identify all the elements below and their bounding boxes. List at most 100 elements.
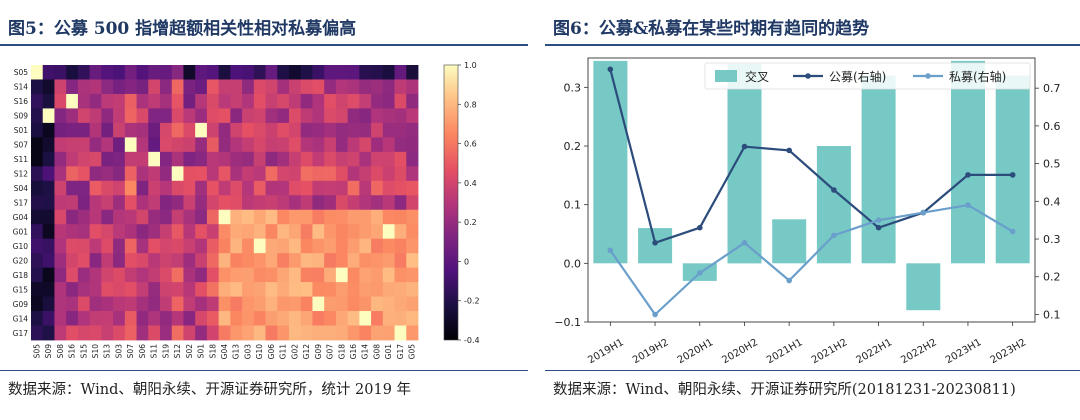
heatmap-cell: [113, 79, 126, 95]
heatmap-cell: [324, 108, 337, 124]
heatmap-cell: [195, 180, 208, 196]
heatmap-cell: [394, 180, 407, 196]
heatmap-cell: [382, 296, 395, 312]
heatmap-cell: [253, 267, 266, 283]
heatmap-col-label: S06: [138, 344, 147, 359]
heatmap-cell: [394, 325, 407, 341]
heatmap-cell: [371, 108, 384, 124]
heatmap-cell: [171, 151, 184, 167]
heatmap-cell: [171, 108, 184, 124]
heatmap-cell: [359, 93, 372, 109]
colorbar-tick-label: -0.4: [464, 336, 480, 345]
heatmap-cell: [66, 108, 79, 124]
heatmap-cell: [394, 79, 407, 95]
heatmap-cell: [171, 65, 184, 80]
heatmap-cell: [66, 122, 79, 138]
heatmap-cell: [148, 296, 161, 312]
heatmap-cell: [31, 209, 44, 225]
heatmap-cell: [124, 238, 137, 254]
heatmap-cell: [300, 296, 313, 312]
heatmap-cell: [171, 166, 184, 182]
heatmap-cell: [218, 65, 231, 80]
heatmap-cell: [136, 325, 149, 341]
heatmap-cell: [136, 224, 149, 240]
legend-label-private: 私募(右轴): [949, 69, 1006, 84]
heatmap-cell: [371, 325, 384, 341]
heatmap-cell: [277, 325, 290, 341]
heatmap-cell: [253, 311, 266, 326]
legend-label-cross: 交叉: [745, 69, 769, 84]
heatmap-cell: [206, 65, 220, 80]
heatmap-cell: [382, 325, 395, 341]
heatmap-cell: [265, 93, 278, 109]
heatmap-col-label: G06: [267, 344, 276, 360]
heatmap-cell: [300, 180, 313, 196]
heatmap-cell: [335, 108, 349, 124]
heatmap-cell: [347, 180, 360, 196]
heatmap-cell: [124, 267, 137, 283]
heatmap-cell: [230, 195, 243, 211]
right-axis-tick-label: 0.1: [1043, 309, 1061, 322]
heatmap-cell: [101, 93, 114, 109]
heatmap-cell: [289, 325, 302, 341]
heatmap-cell: [253, 209, 266, 225]
heatmap-cell: [242, 79, 255, 95]
heatmap-cell: [206, 325, 220, 341]
heatmap-cell: [371, 137, 384, 153]
heatmap-cell: [335, 79, 349, 95]
heatmap-col-label: G07: [326, 344, 335, 360]
heatmap-cell: [77, 253, 91, 269]
heatmap-col-label: G04: [220, 344, 229, 360]
heatmap-cell: [160, 253, 173, 269]
heatmap-cell: [312, 325, 325, 341]
heatmap-cell: [382, 180, 395, 196]
heatmap-cell: [148, 224, 161, 240]
heatmap-cell: [300, 79, 313, 95]
public-fund-point: [652, 240, 658, 246]
heatmap-cell: [289, 267, 302, 283]
heatmap-cell: [406, 180, 419, 196]
heatmap-cell: [113, 238, 126, 254]
heatmap-cell: [160, 122, 173, 138]
heatmap-cell: [218, 195, 231, 211]
left-bottom-rule: [0, 370, 528, 371]
heatmap-cell: [324, 311, 337, 326]
heatmap-cell: [335, 267, 349, 283]
heatmap-cell: [206, 166, 220, 182]
legend-box: [704, 62, 1031, 90]
heatmap-cell: [265, 137, 278, 153]
heatmap-cell: [265, 253, 278, 269]
heatmap-cell: [54, 180, 67, 196]
heatmap-cell: [371, 180, 384, 196]
heatmap-cell: [101, 166, 114, 182]
heatmap-cell: [136, 195, 149, 211]
heatmap-cell: [371, 195, 384, 211]
heatmap-cell: [206, 224, 220, 240]
heatmap-row-label: S09: [14, 112, 29, 121]
heatmap-cell: [277, 93, 290, 109]
heatmap-cell: [42, 253, 55, 269]
heatmap-cell: [42, 65, 55, 80]
heatmap-cell: [148, 122, 161, 138]
public-fund-point: [831, 187, 837, 193]
heatmap-cell: [160, 282, 173, 297]
right-title-rule: [545, 44, 1080, 46]
heatmap-row-label: G01: [13, 227, 29, 236]
heatmap-cell: [312, 209, 325, 225]
heatmap-cell: [89, 166, 102, 182]
heatmap-cell: [160, 180, 173, 196]
heatmap-cell: [382, 195, 395, 211]
cross-bar: [638, 228, 673, 264]
heatmap-cell: [42, 151, 55, 167]
private-fund-point: [697, 270, 703, 276]
heatmap-cell: [382, 209, 395, 225]
right-axis-tick-label: 0.4: [1043, 195, 1061, 208]
heatmap-cell: [312, 166, 325, 182]
heatmap-cell: [101, 65, 114, 80]
heatmap-cell: [277, 209, 290, 225]
heatmap-cell: [171, 209, 184, 225]
left-title-rule: [0, 44, 528, 46]
heatmap-cell: [54, 267, 67, 283]
heatmap-cell: [218, 253, 231, 269]
heatmap-row-label: S16: [14, 97, 29, 106]
